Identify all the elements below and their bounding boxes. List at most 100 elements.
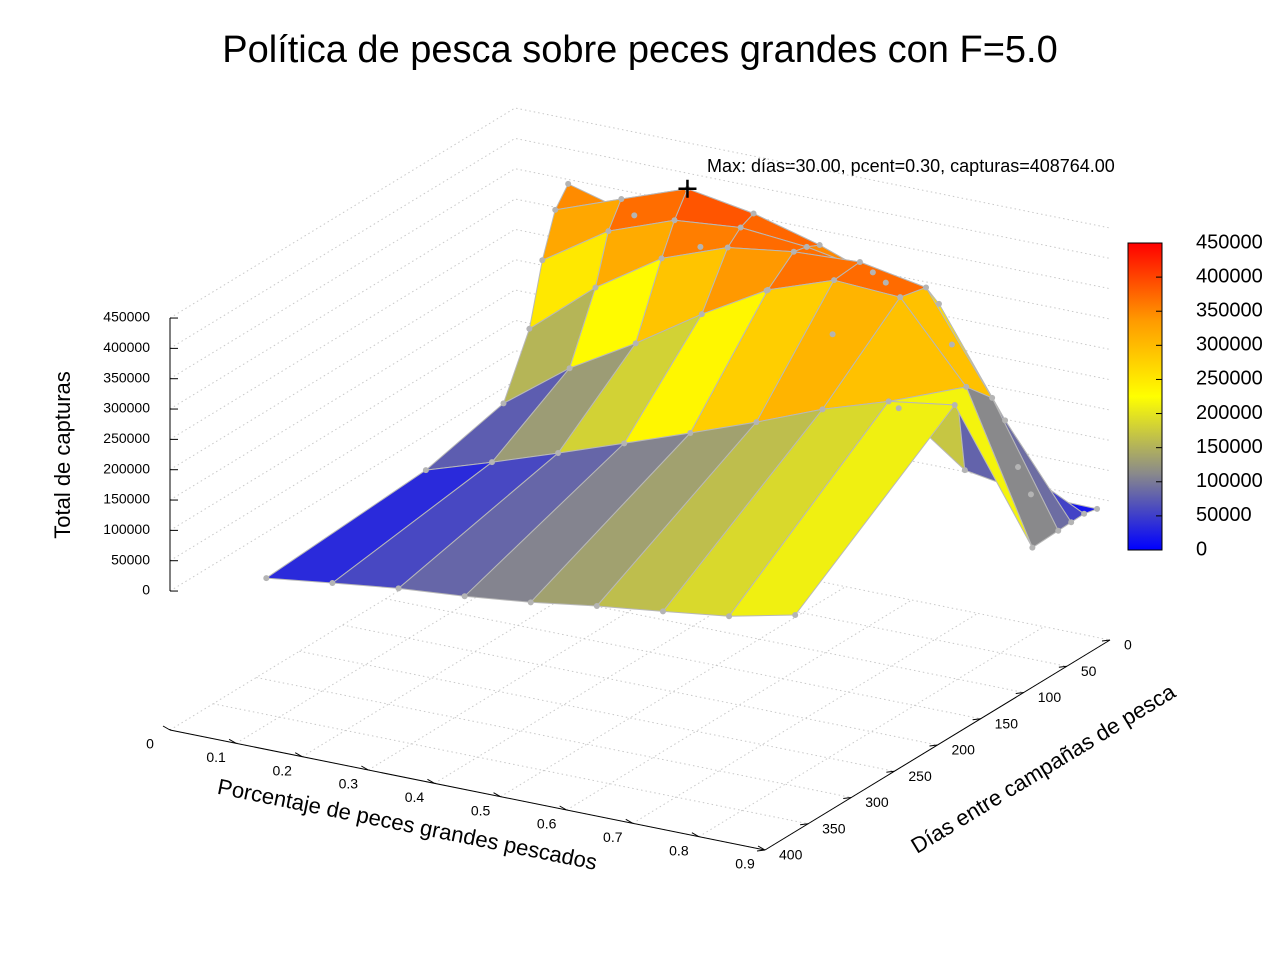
annotation: Max: días=30.00, pcent=0.30, capturas=40… [707, 156, 1115, 176]
x-tick [493, 792, 501, 798]
y-tick [929, 744, 938, 747]
colorbar-tick-label: 150000 [1196, 436, 1263, 458]
x-tick [228, 738, 237, 744]
y-tick-label: 50 [1081, 663, 1097, 679]
data-point [555, 450, 562, 457]
data-point [659, 608, 666, 615]
data-point [618, 195, 625, 202]
data-point [632, 340, 639, 347]
colorbar-tick-label: 50000 [1196, 504, 1252, 526]
data-point [395, 585, 402, 592]
data-point [687, 430, 694, 437]
y-tick-label: 100 [1038, 689, 1062, 705]
colorbar-tick-label: 400000 [1196, 265, 1263, 287]
x-axis-line [169, 729, 766, 851]
data-point [885, 398, 892, 405]
data-point [897, 294, 904, 301]
y-tick [843, 797, 852, 799]
z-tick-label: 50000 [111, 551, 150, 567]
y-tick [972, 718, 981, 721]
data-point [831, 277, 838, 284]
colorbar-tick-label: 250000 [1196, 368, 1263, 390]
data-point [856, 259, 863, 266]
y-tick-label: 200 [952, 742, 976, 758]
x-tick-label: 0.9 [735, 856, 755, 872]
x-tick-label: 0 [146, 736, 154, 752]
data-point [803, 243, 810, 250]
z-tick-label: 200000 [103, 460, 150, 476]
data-point [500, 400, 507, 407]
data-point [989, 394, 996, 401]
data-point [1015, 464, 1022, 471]
data-point [605, 228, 612, 235]
x-tick [757, 845, 766, 851]
x-tick-label: 0.3 [339, 776, 359, 792]
data-point [461, 593, 468, 600]
x-tick-label: 0.4 [405, 789, 425, 805]
y-tick-label: 350 [822, 820, 846, 836]
data-point [552, 206, 559, 213]
data-point [658, 255, 665, 262]
data-point [737, 224, 744, 231]
data-point [592, 284, 599, 291]
data-point [753, 419, 760, 426]
data-point [422, 467, 429, 474]
max-marker [678, 179, 697, 198]
y-tick-label: 150 [995, 715, 1019, 731]
data-point [935, 300, 942, 307]
data-point [948, 341, 955, 348]
data-point [1094, 505, 1101, 512]
data-point [819, 406, 826, 413]
data-point [1027, 491, 1034, 498]
x-tick [162, 725, 171, 731]
data-point [724, 244, 731, 251]
data-point [631, 212, 638, 219]
x-tick [625, 818, 634, 824]
data-point [488, 459, 495, 466]
z-tick-label: 450000 [103, 309, 150, 325]
y-tick [1058, 665, 1067, 668]
data-point [764, 286, 771, 293]
x-tick [691, 832, 700, 838]
x-tick-label: 0.1 [206, 749, 226, 765]
y-tick [756, 849, 766, 852]
colorbar [1127, 242, 1163, 551]
data-point [1068, 519, 1075, 526]
x-tick [427, 778, 435, 784]
data-point [951, 402, 958, 409]
data-point [882, 279, 889, 286]
z-tick-label: 150000 [103, 491, 150, 507]
z-tick-label: 400000 [103, 339, 150, 355]
y-tick [1015, 692, 1024, 694]
colorbar-tick-label: 350000 [1196, 300, 1263, 322]
data-point [593, 602, 600, 609]
y-tick [886, 770, 895, 773]
data-point [963, 383, 970, 390]
data-point [1055, 527, 1062, 534]
data-point [790, 248, 797, 255]
data-point [526, 325, 533, 332]
y-tick-label: 400 [779, 847, 803, 863]
chart-title: Política de pesca sobre peces grandes co… [222, 29, 1057, 71]
x-tick-label: 0.8 [669, 842, 689, 858]
colorbar-tick-label: 0 [1196, 538, 1207, 560]
data-point [816, 242, 823, 249]
colorbar-tick-label: 100000 [1196, 470, 1263, 492]
z-tick-label: 350000 [103, 369, 150, 385]
data-point [621, 440, 628, 447]
colorbar-tick-label: 300000 [1196, 334, 1263, 356]
data-point [726, 613, 733, 620]
colorbar-tick-label: 200000 [1196, 402, 1263, 424]
data-point [829, 331, 836, 338]
x-tick-label: 0.6 [537, 816, 557, 832]
z-tick-label: 300000 [103, 400, 150, 416]
z-tick-label: 100000 [103, 521, 150, 537]
y-tick [800, 823, 809, 826]
data-point [923, 284, 930, 291]
z-axis-label: Total de capturas [50, 371, 75, 539]
data-point [565, 180, 572, 187]
x-tick [361, 765, 369, 771]
x-tick [294, 752, 303, 758]
y-tick-label: 250 [908, 768, 932, 784]
